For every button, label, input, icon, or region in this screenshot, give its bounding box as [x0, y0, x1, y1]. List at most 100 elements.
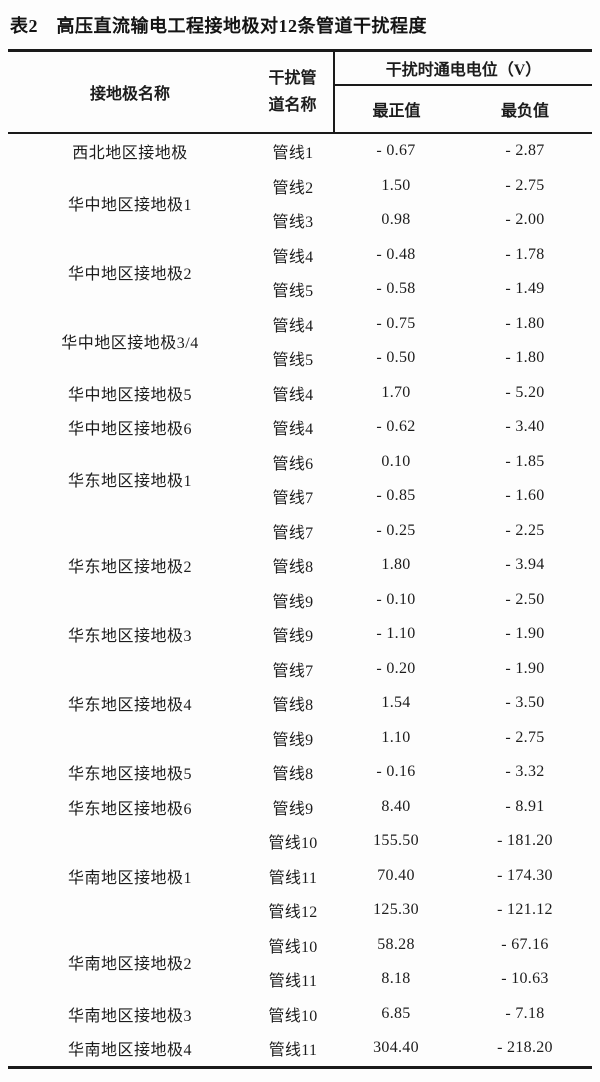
table-row: 管线11 8.18 - 10.63 — [8, 962, 592, 997]
pipeline-cell: 管线10 — [268, 1007, 318, 1025]
table-row: 管线7 - 0.85 - 1.60 — [8, 479, 592, 514]
max-negative-cell: - 2.75 — [505, 176, 545, 194]
max-negative-cell: - 2.25 — [505, 521, 545, 539]
max-negative-cell: - 7.18 — [505, 1004, 545, 1022]
electrode-cell: 华中地区接地极1 — [67, 197, 192, 214]
table-row: 管线5 - 0.58 - 1.49 — [8, 272, 592, 307]
max-negative-cell: - 1.49 — [505, 280, 545, 298]
max-negative-cell: - 181.20 — [497, 832, 553, 850]
pipeline-cell: 管线11 — [268, 869, 318, 887]
pipeline-cell: 管线7 — [272, 490, 314, 508]
table-row: 华中地区接地极6 管线4 - 0.62 - 3.40 — [8, 410, 592, 445]
max-negative-cell: - 3.32 — [505, 763, 545, 781]
max-positive-cell: 1.54 — [381, 694, 411, 712]
max-positive-cell: 1.70 — [381, 383, 411, 401]
table-row: 华东地区接地极3 管线9 - 1.10 - 1.90 — [8, 617, 592, 652]
max-positive-cell: 58.28 — [377, 935, 415, 953]
max-positive-cell: 155.50 — [373, 832, 419, 850]
electrode-cell: 华南地区接地极3 — [67, 1007, 192, 1025]
max-positive-cell: - 0.50 — [376, 349, 416, 367]
max-positive-cell: - 0.62 — [376, 418, 416, 436]
table-row: 华东地区接地极5 管线8 - 0.16 - 3.32 — [8, 755, 592, 790]
pipeline-cell: 管线4 — [272, 421, 314, 439]
table-row: 西北地区接地极 管线1 - 0.67 - 2.87 — [8, 133, 592, 169]
table-row: 华南地区接地极3 管线10 6.85 - 7.18 — [8, 997, 592, 1032]
max-positive-cell: 8.18 — [381, 970, 411, 988]
table-row: 华中地区接地极3/4 管线4 - 0.75 - 1.80 — [8, 307, 592, 352]
data-table: 接地极名称 干扰管 道名称 干扰时通电电位（V） 最正值 最负值 西北地区接地极… — [8, 49, 592, 1069]
column-header-pipeline-line1: 干扰管 — [268, 70, 317, 87]
pipeline-cell: 管线10 — [268, 835, 318, 853]
max-negative-cell: - 2.50 — [505, 590, 545, 608]
table-row: 华南地区接地极4 管线11 304.40 - 218.20 — [8, 1031, 592, 1067]
pipeline-cell: 管线11 — [268, 1042, 318, 1060]
pipeline-cell: 管线8 — [272, 697, 314, 715]
table-row: 华中地区接地极5 管线4 1.70 - 5.20 — [8, 376, 592, 411]
max-negative-cell: - 2.87 — [505, 142, 545, 160]
table-row: 华中地区接地极2 管线4 - 0.48 - 1.78 — [8, 238, 592, 283]
max-negative-cell: - 3.50 — [505, 694, 545, 712]
pipeline-cell: 管线4 — [272, 317, 314, 335]
electrode-cell: 华东地区接地极6 — [67, 800, 192, 818]
max-positive-cell: - 0.20 — [376, 659, 416, 677]
pipeline-cell: 管线9 — [272, 628, 314, 646]
electrode-cell: 华中地区接地极5 — [67, 386, 192, 404]
electrode-cell: 华东地区接地极5 — [67, 766, 192, 784]
pipeline-cell: 管线4 — [272, 386, 314, 404]
max-negative-cell: - 10.63 — [501, 970, 549, 988]
max-positive-cell: 125.30 — [373, 901, 419, 919]
max-positive-cell: - 0.25 — [376, 521, 416, 539]
max-positive-cell: 1.80 — [381, 556, 411, 574]
table-row: 华东地区接地极1 管线6 0.10 - 1.85 — [8, 445, 592, 490]
pipeline-cell: 管线9 — [272, 731, 314, 749]
max-positive-cell: - 0.48 — [376, 245, 416, 263]
max-negative-cell: - 3.40 — [505, 418, 545, 436]
max-negative-cell: - 3.94 — [505, 556, 545, 574]
max-positive-cell: 6.85 — [381, 1004, 411, 1022]
table-row: 管线5 - 0.50 - 1.80 — [8, 341, 592, 376]
max-positive-cell: 304.40 — [373, 1039, 419, 1057]
max-negative-cell: - 1.90 — [505, 659, 545, 677]
electrode-cell: 华中地区接地极2 — [67, 266, 192, 283]
max-positive-cell: 0.10 — [381, 452, 411, 470]
electrode-cell: 华东地区接地极3 — [67, 628, 192, 646]
max-negative-cell: - 218.20 — [497, 1039, 553, 1057]
electrode-cell: 华东地区接地极1 — [67, 473, 192, 490]
electrode-cell: 华东地区接地极4 — [67, 697, 192, 715]
pipeline-cell: 管线5 — [272, 283, 314, 301]
max-positive-cell: - 0.58 — [376, 280, 416, 298]
table-row: 管线9 1.10 - 2.75 — [8, 721, 592, 756]
max-positive-cell: 70.40 — [377, 866, 415, 884]
pipeline-cell: 管线12 — [268, 904, 318, 922]
pipeline-cell: 管线1 — [272, 145, 314, 163]
table-header: 接地极名称 干扰管 道名称 干扰时通电电位（V） 最正值 最负值 — [8, 50, 592, 134]
table-body: 西北地区接地极 管线1 - 0.67 - 2.87 华中地区接地极1 管线2 1.50 - 2… — [8, 133, 592, 1067]
max-negative-cell: - 2.75 — [505, 728, 545, 746]
pipeline-cell: 管线8 — [272, 766, 314, 784]
max-positive-cell: 1.50 — [381, 176, 411, 194]
max-negative-cell: - 1.85 — [505, 452, 545, 470]
electrode-cell: 西北地区接地极 — [72, 145, 188, 163]
max-positive-cell: 8.40 — [381, 797, 411, 815]
pipeline-cell: 管线6 — [272, 455, 314, 473]
table-row: 管线11 70.40 - 174.30 — [8, 859, 592, 894]
pipeline-cell: 管线5 — [272, 352, 314, 370]
pipeline-cell: 管线9 — [272, 593, 314, 611]
max-positive-cell: 1.10 — [381, 728, 411, 746]
table-row: 管线12 125.30 - 121.12 — [8, 893, 592, 928]
pipeline-cell: 管线10 — [268, 938, 318, 956]
max-positive-cell: 0.98 — [381, 211, 411, 229]
max-negative-cell: - 1.60 — [505, 487, 545, 505]
pipeline-cell: 管线7 — [272, 524, 314, 542]
pipeline-cell: 管线4 — [272, 248, 314, 266]
header-row-2: 最正值 最负值 — [8, 85, 592, 134]
max-negative-cell: - 1.80 — [505, 314, 545, 332]
electrode-cell: 华东地区接地极2 — [67, 559, 192, 577]
max-negative-cell: - 1.80 — [505, 349, 545, 367]
table-row: 华南地区接地极2 管线10 58.28 - 67.16 — [8, 928, 592, 973]
max-positive-cell: - 0.10 — [376, 590, 416, 608]
pipeline-cell: 管线9 — [272, 800, 314, 818]
table-row: 管线8 1.80 - 3.94 — [8, 548, 592, 583]
max-positive-cell: - 1.10 — [376, 625, 416, 643]
